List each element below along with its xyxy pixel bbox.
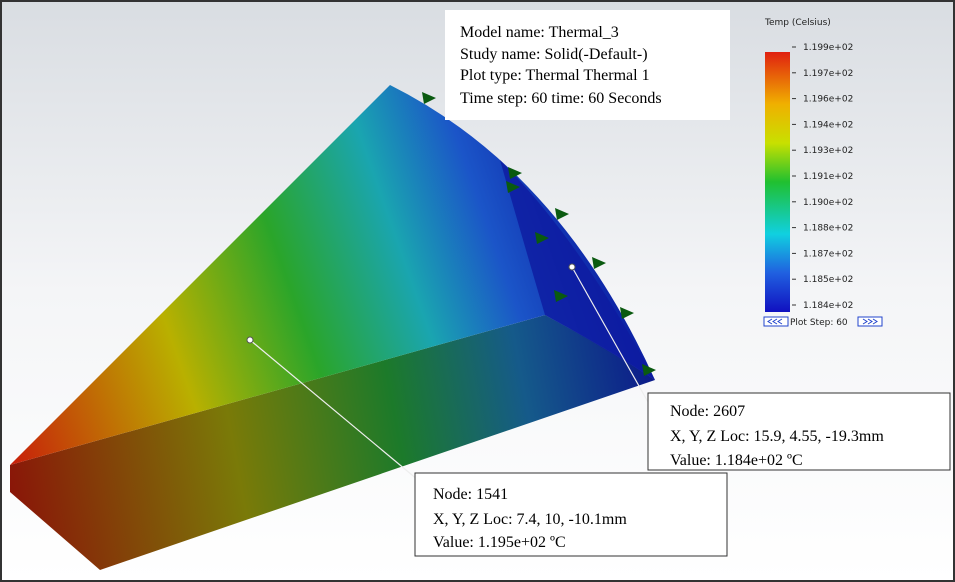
- legend-label: 1.190e+02: [803, 198, 853, 208]
- legend-label: 1.197e+02: [803, 69, 853, 79]
- probe-point: [247, 337, 253, 343]
- next-step-button[interactable]: [858, 317, 882, 326]
- legend-label: 1.196e+02: [803, 95, 853, 105]
- legend-title: Temp (Celsius): [764, 18, 831, 28]
- callout-line: Node: 2607: [670, 403, 745, 420]
- callout-line: Node: 1541: [433, 486, 508, 503]
- callout-line: Value: 1.184e+02 ºC: [670, 452, 803, 469]
- legend-label: 1.191e+02: [803, 172, 853, 182]
- info-line: Plot type: Thermal Thermal 1: [460, 67, 650, 84]
- info-box: Model name: Thermal_3 Study name: Solid(…: [445, 10, 730, 120]
- info-line: Study name: Solid(-Default-): [460, 46, 648, 63]
- legend-label: 1.199e+02: [803, 43, 853, 53]
- callout-line: X, Y, Z Loc: 7.4, 10, -10.1mm: [433, 511, 627, 528]
- probe-callout: Node: 1541 X, Y, Z Loc: 7.4, 10, -10.1mm…: [415, 473, 727, 556]
- screenshot: Model name: Thermal_3 Study name: Solid(…: [0, 0, 955, 582]
- legend-label: 1.184e+02: [803, 301, 853, 311]
- callout-line: X, Y, Z Loc: 15.9, 4.55, -19.3mm: [670, 428, 884, 445]
- probe-point: [569, 264, 575, 270]
- legend-label: 1.187e+02: [803, 249, 853, 259]
- info-line: Model name: Thermal_3: [460, 24, 619, 41]
- plot-step: Plot Step: 60: [790, 318, 848, 328]
- legend-label: 1.194e+02: [803, 120, 853, 130]
- legend-label: 1.193e+02: [803, 146, 853, 156]
- callout-line: Value: 1.195e+02 ºC: [433, 534, 566, 551]
- probe-callout: Node: 2607 X, Y, Z Loc: 15.9, 4.55, -19.…: [648, 393, 950, 470]
- legend-label: 1.185e+02: [803, 275, 853, 285]
- color-bar: [765, 52, 790, 312]
- legend-label: 1.188e+02: [803, 224, 853, 234]
- info-line: Time step: 60 time: 60 Seconds: [460, 90, 662, 107]
